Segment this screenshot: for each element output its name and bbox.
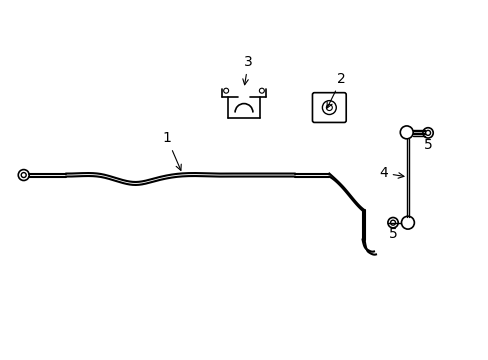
Text: 3: 3 [243, 55, 252, 85]
Text: 1: 1 [163, 131, 181, 170]
Text: 5: 5 [423, 138, 431, 152]
Text: 5: 5 [388, 226, 397, 240]
FancyBboxPatch shape [312, 93, 346, 122]
Text: 4: 4 [378, 166, 403, 180]
Text: 2: 2 [326, 72, 346, 108]
